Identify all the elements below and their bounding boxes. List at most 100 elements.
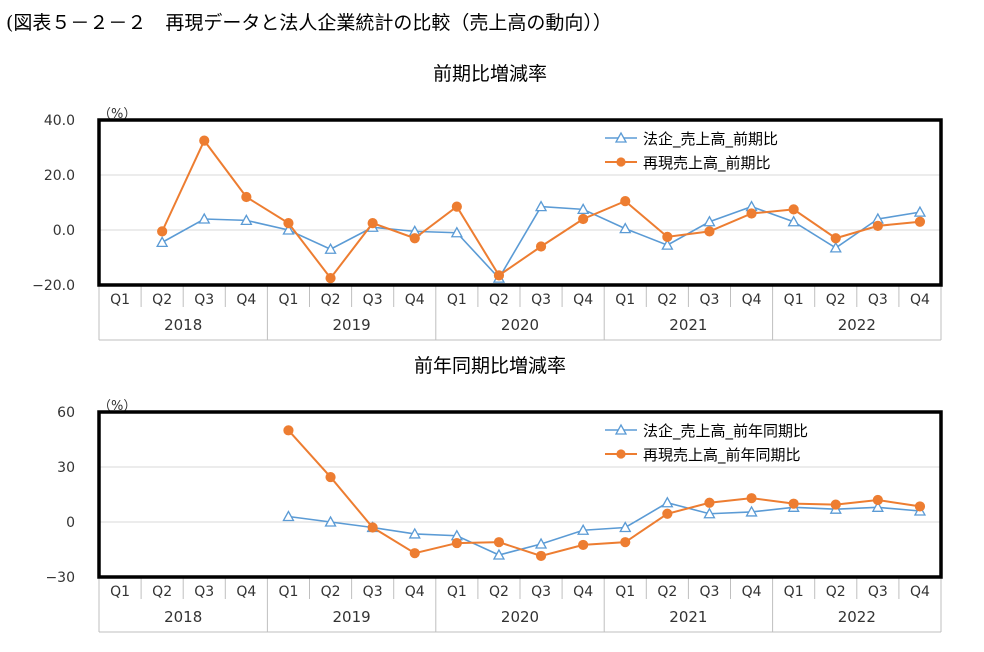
- chart-1-xtick-label: Q3: [531, 292, 551, 308]
- chart-2-series-saigen-point: [493, 537, 505, 548]
- chart-1-legend-label: 再現売上高_前期比: [643, 154, 771, 173]
- chart-2-series-saigen-point: [283, 425, 294, 436]
- chart-2-ytick-label: −30: [45, 570, 75, 586]
- chart-2-xtick-label: Q2: [489, 584, 509, 600]
- chart-1-series-saigen-point: [788, 204, 799, 215]
- chart-1-series-saigen-point: [157, 226, 168, 237]
- chart-1-xtick-label: Q2: [321, 292, 341, 308]
- chart-1-series-saigen-point: [199, 135, 210, 146]
- chart-1-xtick-label: Q2: [152, 292, 172, 308]
- chart-1-series-saigen-point: [704, 226, 715, 237]
- chart-2-series-saigen-point: [325, 471, 336, 483]
- chart-2-series-saigen-line: [287, 429, 921, 557]
- chart-1-xtick-label: Q3: [699, 292, 719, 308]
- chart-1-series-houki-point: [240, 214, 253, 226]
- chart-1-ytick-label: 40.0: [44, 113, 75, 129]
- chart-2-series-saigen-point: [872, 494, 883, 506]
- chart-2-series-houki-point: [492, 548, 506, 560]
- chart-2-xtick-label: Q3: [868, 584, 888, 600]
- chart-1-series-saigen-point: [746, 208, 757, 219]
- chart-1-series-saigen-point: [872, 220, 883, 231]
- chart-2-series-saigen-point: [704, 497, 715, 508]
- chart-2-series-houki-point: [577, 523, 590, 535]
- chart-1-series-houki-point: [913, 205, 927, 217]
- chart-2-legend-label: 法企_売上高_前年同期比: [643, 422, 808, 441]
- chart-2-xtick-label: Q3: [699, 584, 719, 600]
- chart-1-xtick-label: Q2: [826, 292, 846, 308]
- chart-2-xtick-label: Q2: [826, 584, 846, 600]
- chart-1-series-saigen-point: [662, 231, 673, 242]
- chart-1-xtick-label: Q1: [110, 292, 130, 308]
- chart-2-xtick-label: Q3: [531, 584, 551, 600]
- chart-1-xtick-label: Q1: [615, 292, 635, 308]
- chart-2-title: 前年同期比増減率: [414, 355, 566, 377]
- chart-2-series-houki-point: [871, 500, 884, 512]
- figure-title: (図表５－２－２ 再現データと法人企業統計の比較（売上高の動向））: [6, 12, 612, 34]
- chart-2-xtick-label: Q4: [573, 584, 593, 600]
- chart-2-ytick-label: 0: [66, 515, 75, 531]
- chart-2-ytick-label: 60: [57, 405, 75, 421]
- chart-1-series-saigen-point: [914, 216, 926, 227]
- chart-1-series-saigen-point: [578, 213, 589, 225]
- chart-1-xtick-label: Q4: [742, 292, 762, 308]
- chart-qoq: 前期比増減率（%）40.020.00.0−20.0Q1 Q2 Q3 Q4 Q1 Q2 Q3 Q…: [32, 63, 943, 341]
- chart-2-series-houki-point: [534, 537, 548, 549]
- chart-1-legend-marker: [616, 157, 626, 167]
- chart-2-xtick-label: Q4: [742, 584, 762, 600]
- chart-1-series-saigen-point: [283, 218, 294, 229]
- chart-1-xtick-label: Q4: [236, 292, 256, 308]
- chart-1-series-houki-point: [829, 241, 842, 253]
- chart-1-series-saigen-point: [830, 233, 841, 244]
- chart-1-series-houki-point: [534, 200, 548, 212]
- chart-2-series-saigen-point: [662, 508, 673, 519]
- chart-2-xtick-label: Q4: [236, 584, 256, 600]
- chart-2-series-saigen-point: [535, 550, 547, 562]
- chart-2-ytick-label: 30: [57, 460, 75, 476]
- chart-2-year-label: 2020: [501, 608, 539, 626]
- chart-1-series-houki-point: [324, 242, 337, 254]
- chart-2-xtick-label: Q2: [152, 584, 172, 600]
- chart-1-year-label: 2019: [333, 316, 371, 334]
- chart-2-series-houki-point: [661, 496, 674, 508]
- chart-1-plot-frame: [97, 118, 943, 287]
- chart-2-series-houki-point: [408, 527, 421, 539]
- chart-1-year-label: 2020: [501, 316, 539, 334]
- chart-1-xtick-label: Q3: [194, 292, 214, 308]
- chart-2-series-houki-point: [282, 510, 295, 522]
- chart-2-series-saigen-point: [409, 548, 420, 559]
- chart-1-series-houki-point: [703, 215, 716, 227]
- chart-1-series-saigen-point: [493, 270, 505, 281]
- chart-2-legend-marker: [616, 449, 626, 459]
- chart-1-series-houki-point: [198, 212, 211, 224]
- chart-1-series-houki-point: [619, 222, 632, 234]
- chart-1-xtick-label: Q3: [363, 292, 383, 308]
- chart-1-series-saigen-point: [620, 196, 631, 207]
- chart-2-series-saigen-point: [746, 493, 757, 504]
- chart-2-xtick-label: Q1: [110, 584, 130, 600]
- chart-1-series-houki-point: [156, 236, 169, 248]
- chart-2-legend-label: 再現売上高_前年同期比: [643, 446, 801, 465]
- chart-1-xtick-label: Q2: [489, 292, 509, 308]
- chart-2-year-label: 2022: [838, 608, 876, 626]
- chart-1-ytick-label: 0.0: [53, 223, 75, 239]
- chart-2-series-saigen-point: [620, 537, 631, 548]
- chart-2-xtick-label: Q4: [910, 584, 930, 600]
- chart-1-series-houki-point: [661, 238, 674, 250]
- chart-1-year-label: 2022: [838, 316, 876, 334]
- chart-2-series-saigen-point: [830, 499, 841, 510]
- chart-2-series-houki-line: [288, 501, 921, 556]
- chart-2-series-houki-point: [703, 507, 716, 519]
- chart-1-series-saigen-point: [325, 273, 336, 284]
- chart-2-xtick-label: Q1: [447, 584, 467, 600]
- chart-1-series-saigen-point: [241, 191, 252, 203]
- chart-1-xtick-label: Q1: [278, 292, 298, 308]
- chart-2-series-saigen-point: [914, 501, 926, 512]
- chart-2-xtick-label: Q1: [615, 584, 635, 600]
- chart-2-series-houki-point: [324, 515, 337, 527]
- chart-2-plot-frame: [97, 410, 943, 579]
- chart-1-year-label: 2021: [669, 316, 707, 334]
- chart-1-xtick-label: Q4: [910, 292, 930, 308]
- chart-1-title: 前期比増減率: [433, 63, 547, 85]
- chart-2-legend-marker: [614, 423, 628, 435]
